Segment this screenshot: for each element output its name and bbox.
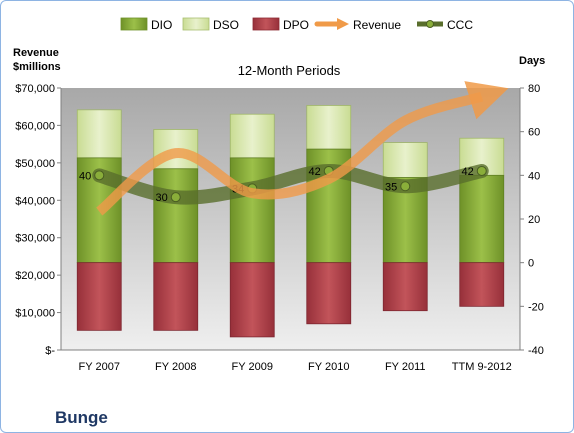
legend-label-dso: DSO <box>213 18 239 32</box>
left-axis-title-line1: Revenue <box>13 47 59 59</box>
legend-label-ccc: CCC <box>447 18 473 32</box>
company-title: Bunge <box>55 408 108 427</box>
revenue-line <box>96 81 509 216</box>
legend-marker-ccc <box>426 20 434 28</box>
bar-dpo <box>229 262 275 338</box>
bar-dso <box>382 142 428 178</box>
legend-label-dpo: DPO <box>283 18 309 32</box>
x-axis: FY 2007 FY 2008 FY 2009 FY 2010 FY 2011 TTM 9… <box>61 349 520 373</box>
bar-dio <box>459 174 505 264</box>
plot-area <box>61 88 520 350</box>
right-axis-tick-label: -40 <box>528 345 544 357</box>
legend-item-ccc: CCC <box>417 18 473 32</box>
ccc-point <box>170 192 181 203</box>
bar-dio <box>229 157 275 264</box>
left-axis-tick-label: $50,000 <box>15 158 55 170</box>
ccc-line <box>92 163 489 205</box>
right-axis-tick-label: 20 <box>528 214 540 226</box>
bar-dso <box>76 109 122 159</box>
right-axis-tick-label: -20 <box>528 301 544 313</box>
legend-item-dpo: DPO <box>252 17 309 32</box>
legend-swatch-dso <box>182 17 210 31</box>
bar-dso <box>306 105 352 150</box>
right-axis-title: Days <box>519 55 545 67</box>
left-axis-tick-label: $10,000 <box>15 308 55 320</box>
right-axis-tick-label: 40 <box>528 170 540 182</box>
ccc-point <box>476 165 487 176</box>
left-axis-title-line2: $millions <box>13 61 61 73</box>
legend-item-dso: DSO <box>182 17 239 32</box>
left-axis-tick-label: $70,000 <box>15 83 55 95</box>
legend-item-revenue: Revenue <box>314 18 401 32</box>
bar-dpo <box>306 262 352 325</box>
legend-label-dio: DIO <box>151 18 172 32</box>
ccc-point <box>94 170 105 181</box>
legend-label-revenue: Revenue <box>353 18 401 32</box>
legend: DIO DSO DPO Revenue CCC <box>120 17 473 32</box>
x-axis-tick-label: FY 2011 <box>385 361 426 373</box>
legend-item-dio: DIO <box>120 17 172 32</box>
legend-arrow-revenue <box>337 18 349 30</box>
ccc-data-label: 42 <box>462 166 474 178</box>
ccc-data-label: 35 <box>385 181 397 193</box>
legend-swatch-dio <box>120 17 148 31</box>
x-axis-tick-label: FY 2008 <box>155 361 196 373</box>
bar-dpo <box>76 262 122 331</box>
right-axis-tick-label: 60 <box>528 127 540 139</box>
ccc-data-label: 42 <box>309 166 321 178</box>
left-axis-tick-label: $60,000 <box>15 120 55 132</box>
right-axis-tick-label: 80 <box>528 83 540 95</box>
bar-dso <box>229 113 275 159</box>
right-axis-tick-label: 0 <box>528 258 534 270</box>
ccc-data-label: 30 <box>156 192 168 204</box>
x-axis-tick-label: TTM 9-2012 <box>452 361 512 373</box>
bar-dio <box>153 168 199 264</box>
right-axis: -40 -20 0 20 40 60 80 <box>519 83 544 357</box>
legend-swatch-dpo <box>252 17 280 31</box>
left-axis-tick-label: $30,000 <box>15 233 55 245</box>
left-axis-tick-label: $20,000 <box>15 270 55 282</box>
left-axis-tick-label: $40,000 <box>15 195 55 207</box>
ccc-point <box>400 181 411 192</box>
x-axis-tick-label: FY 2007 <box>79 361 120 373</box>
bar-dpo <box>153 262 199 331</box>
x-axis-tick-label: FY 2010 <box>308 361 349 373</box>
chart-title: 12-Month Periods <box>238 63 341 78</box>
bars-layer <box>76 105 505 338</box>
bar-dpo <box>382 262 428 312</box>
x-axis-tick-label: FY 2009 <box>232 361 273 373</box>
left-axis: $- $10,000 $20,000 $30,000 $40,000 $50,000 $60… <box>15 83 62 357</box>
ccc-data-label: 40 <box>79 170 91 182</box>
left-axis-tick-label: $- <box>45 345 55 357</box>
bar-dpo <box>459 262 505 307</box>
